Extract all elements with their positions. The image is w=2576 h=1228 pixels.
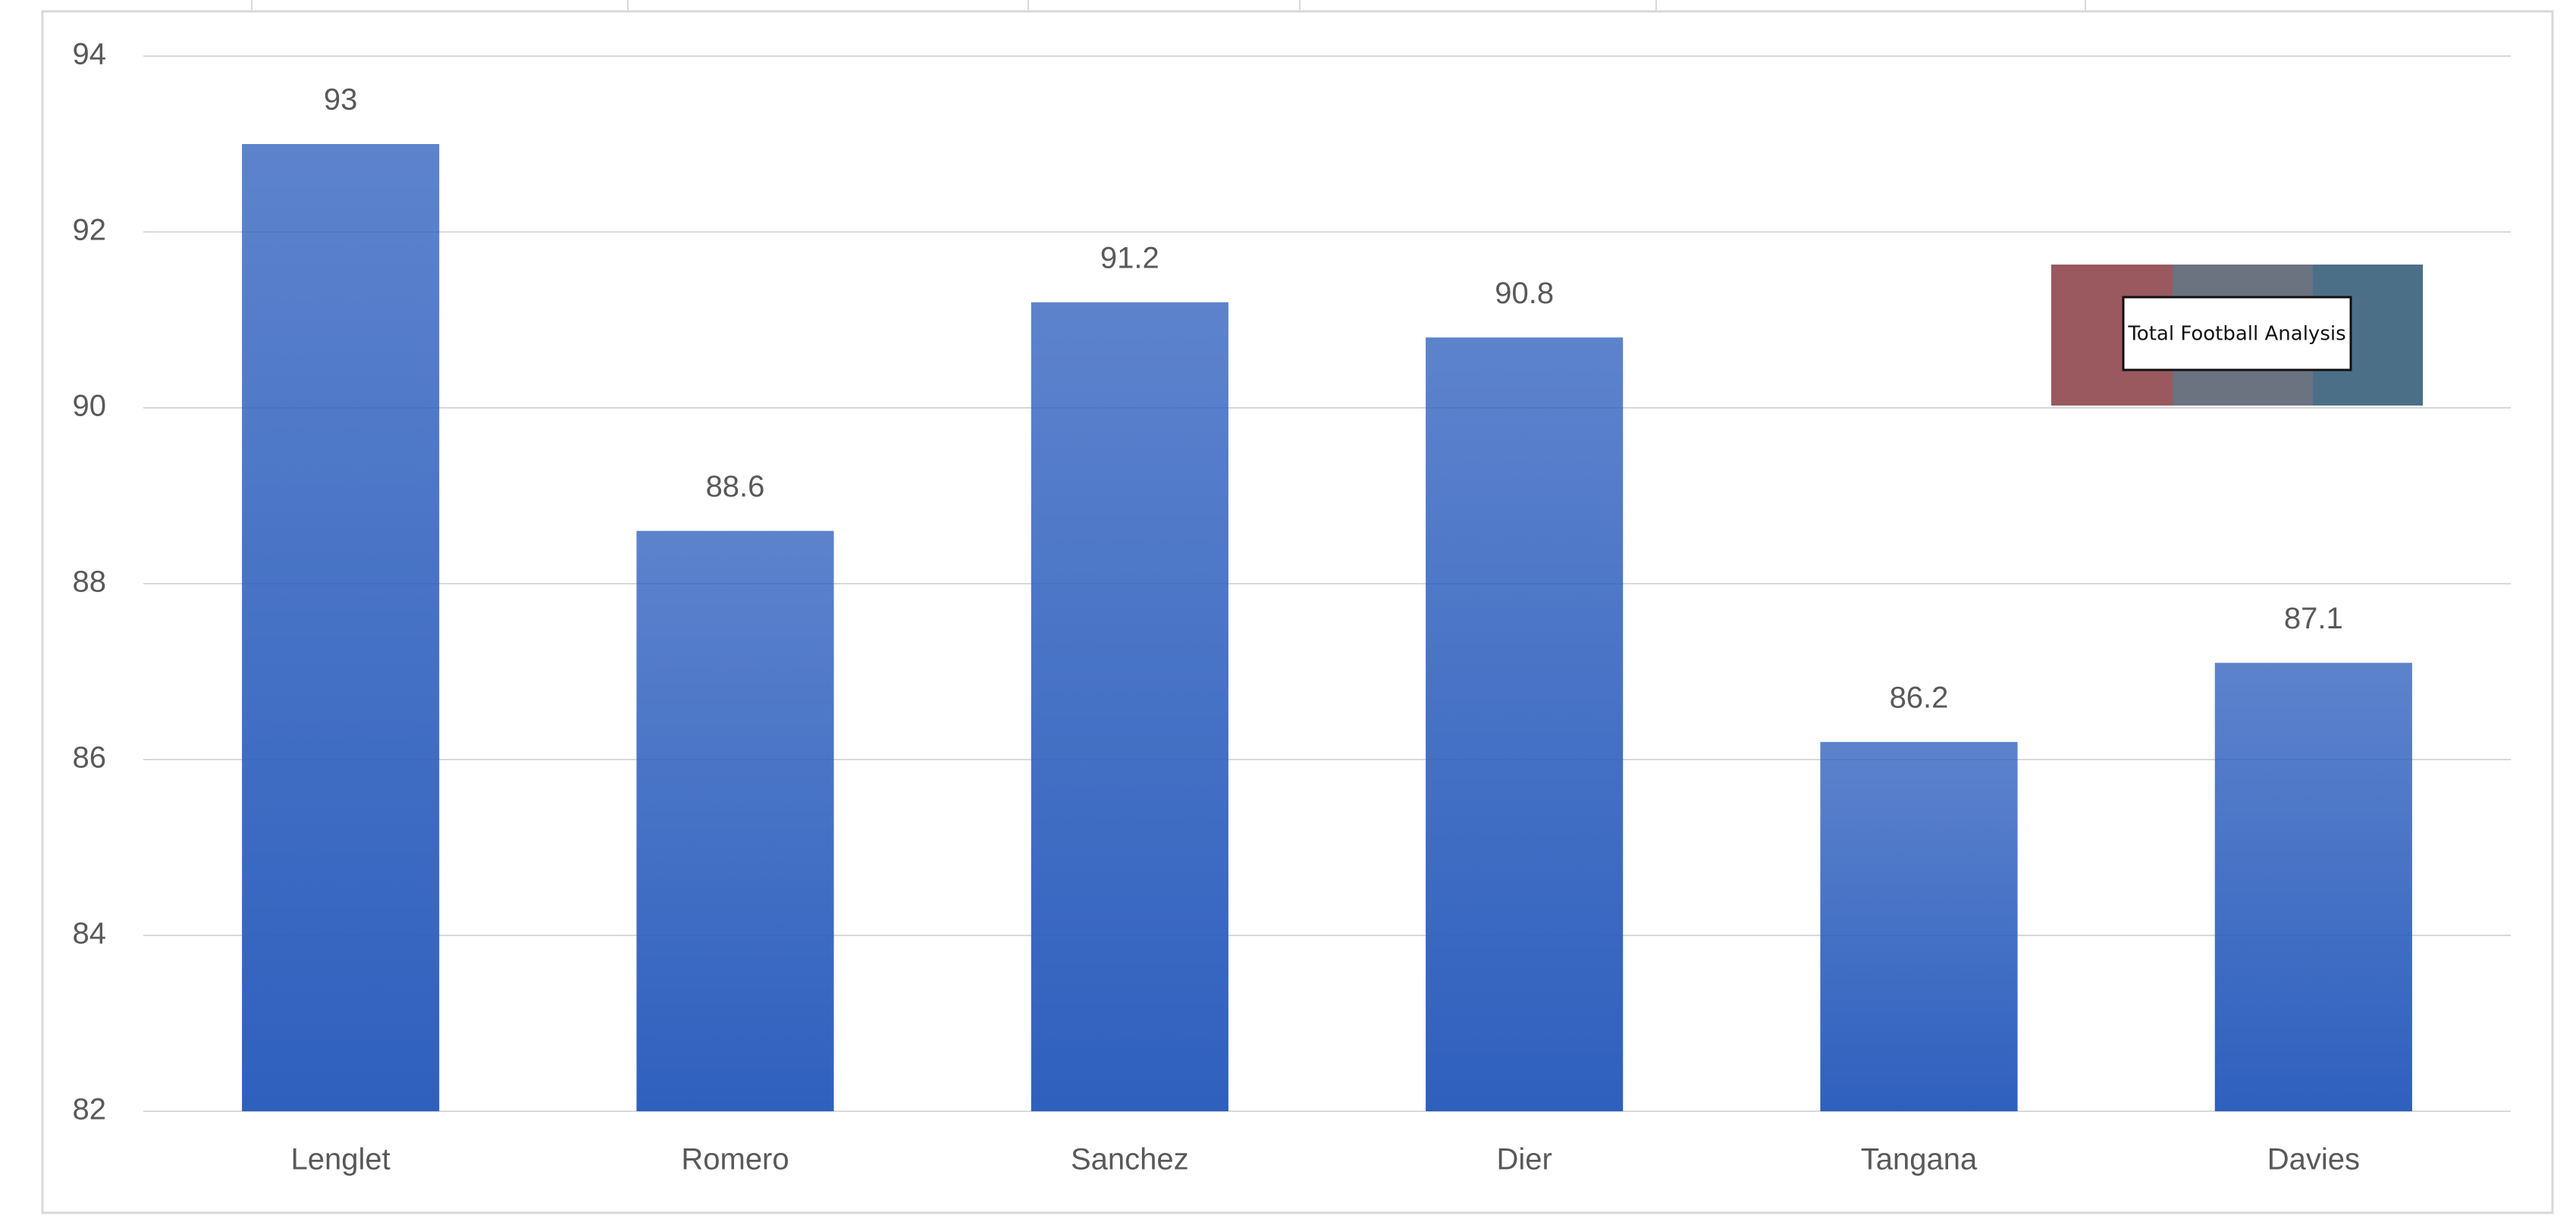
value-label: 88.6 bbox=[706, 470, 765, 503]
y-tick-label: 82 bbox=[73, 1093, 107, 1126]
y-tick-label: 84 bbox=[73, 917, 107, 951]
logo-text: Total Football Analysis bbox=[2127, 323, 2345, 346]
bar bbox=[2214, 663, 2412, 1111]
y-tick-label: 90 bbox=[73, 390, 107, 423]
y-tick-label: 86 bbox=[73, 741, 107, 775]
y-tick-label: 94 bbox=[73, 38, 107, 71]
y-tick-label: 88 bbox=[73, 565, 107, 599]
y-tick-label: 92 bbox=[73, 214, 107, 247]
x-tick-label: Davies bbox=[2267, 1143, 2360, 1176]
value-label: 93 bbox=[324, 83, 358, 117]
x-tick-label: Romero bbox=[681, 1143, 789, 1176]
bar bbox=[1426, 337, 1624, 1111]
bar bbox=[242, 144, 440, 1111]
x-tick-label: Tangana bbox=[1861, 1143, 1978, 1176]
chart-border bbox=[41, 10, 2554, 1214]
x-tick-label: Sanchez bbox=[1071, 1143, 1189, 1176]
logo: Total Football Analysis bbox=[2051, 265, 2423, 406]
value-label: 90.8 bbox=[1495, 277, 1554, 310]
bar bbox=[636, 531, 834, 1111]
value-label: 91.2 bbox=[1100, 241, 1159, 274]
value-label: 86.2 bbox=[1890, 681, 1949, 714]
x-tick-label: Lenglet bbox=[291, 1143, 391, 1176]
value-label: 87.1 bbox=[2284, 602, 2343, 635]
plot-area: 82 84 86 88 90 92 94 Lenglet 93 Romero 88.6 Sanchez… bbox=[73, 38, 2511, 1176]
bar bbox=[1031, 302, 1228, 1111]
sheet-lines bbox=[251, 0, 2086, 11]
bar bbox=[1820, 741, 2018, 1111]
x-tick-label: Dier bbox=[1496, 1143, 1552, 1176]
